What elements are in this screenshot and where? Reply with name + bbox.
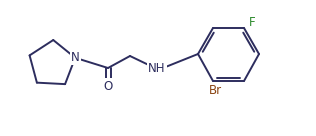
- Text: O: O: [103, 80, 112, 92]
- Text: NH: NH: [148, 61, 166, 75]
- Text: F: F: [249, 16, 255, 30]
- Text: Br: Br: [209, 84, 222, 97]
- Text: N: N: [71, 51, 80, 64]
